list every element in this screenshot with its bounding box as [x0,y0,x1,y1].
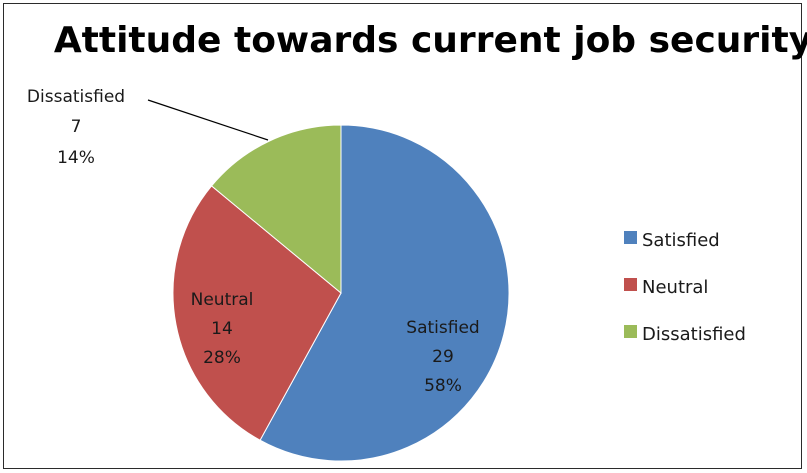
dissatisfied-leader-line [147,99,269,141]
pie-slice-dissatisfied [210,124,342,295]
legend-item-neutral: Neutral [624,277,708,298]
pie-slices [172,124,510,462]
legend-label-satisfied: Satisfied [642,230,720,251]
data-label-satisfied-name: Satisfied [406,318,479,338]
data-label-neutral: Neutral 14 28% [191,290,254,368]
legend: Satisfied Neutral Dissatisfied [624,230,746,345]
legend-label-neutral: Neutral [642,277,708,298]
data-label-satisfied: Satisfied 29 58% [406,318,479,396]
data-label-dissatisfied-value: 7 [71,117,82,137]
data-label-neutral-value: 14 [211,319,233,339]
pie-slice-neutral [172,185,342,441]
data-label-neutral-name: Neutral [191,290,254,310]
legend-label-dissatisfied: Dissatisfied [642,324,746,345]
legend-item-satisfied: Satisfied [624,230,720,251]
data-label-neutral-percent: 28% [203,348,241,368]
chart-title: Attitude towards current job security [54,20,807,61]
data-label-satisfied-percent: 58% [424,376,462,396]
legend-swatch-neutral [624,278,637,291]
data-label-dissatisfied: Dissatisfied 7 14% [27,87,125,168]
legend-item-dissatisfied: Dissatisfied [624,324,746,345]
data-label-dissatisfied-name: Dissatisfied [27,87,125,107]
data-label-dissatisfied-percent: 14% [57,148,95,168]
legend-swatch-dissatisfied [624,325,637,338]
legend-swatch-satisfied [624,231,637,244]
pie-slice-satisfied [259,124,510,462]
data-label-satisfied-value: 29 [432,347,454,367]
